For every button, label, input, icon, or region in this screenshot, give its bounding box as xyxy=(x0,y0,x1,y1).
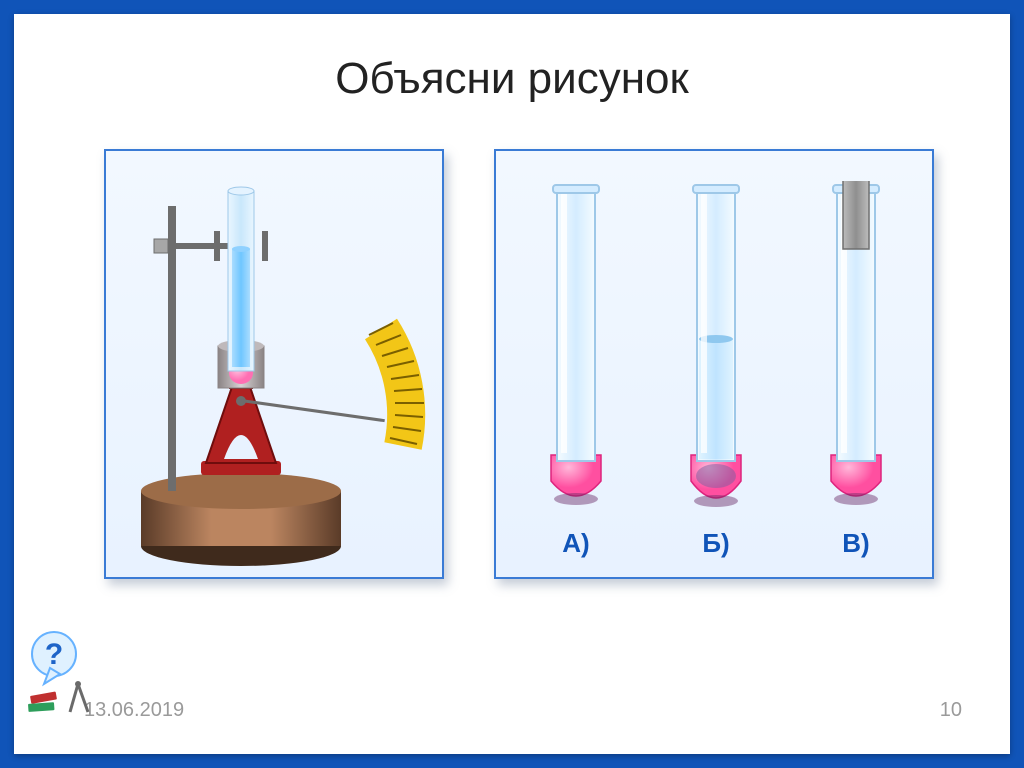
panel-tubes: А) Б) В) xyxy=(494,149,934,579)
tube-a xyxy=(531,181,621,507)
tube-label-c: В) xyxy=(811,528,901,559)
footer-page-number: 10 xyxy=(940,699,962,722)
slide: Объясни рисунок xyxy=(14,14,1010,754)
tube-c xyxy=(811,181,901,507)
tube-label-a: А) xyxy=(531,528,621,559)
svg-text:?: ? xyxy=(45,638,63,671)
help-icon: ? xyxy=(24,624,99,714)
panel-apparatus xyxy=(104,149,444,579)
tube-label-b: Б) xyxy=(671,528,761,559)
footer-date: 13.06.2019 xyxy=(84,699,184,722)
apparatus-diagram xyxy=(106,151,446,581)
page-title: Объясни рисунок xyxy=(14,54,1010,104)
tube-b xyxy=(671,181,761,507)
